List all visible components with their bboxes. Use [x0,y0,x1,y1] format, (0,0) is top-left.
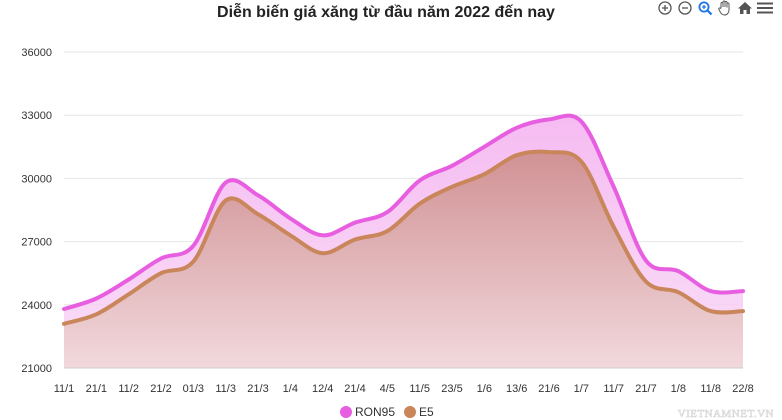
point-e5-11/8[interactable] [709,309,713,313]
point-e5-21/3[interactable] [256,212,260,216]
area-e5 [64,151,743,368]
line-e5 [62,149,745,326]
home-reset-icon[interactable] [736,0,754,16]
point-e5-23/5[interactable] [450,185,454,189]
point-ron95-01/3[interactable] [191,244,195,248]
point-ron95-11/5[interactable] [418,179,422,183]
point-e5-21/6[interactable] [547,150,551,154]
point-e5-21/7[interactable] [644,280,648,284]
x-tick-label: 4/5 [380,383,395,395]
legend-label: RON95 [355,405,395,419]
x-tick-label: 11/7 [603,383,624,395]
point-e5-11/2[interactable] [127,292,131,296]
point-ron95-21/2[interactable] [159,256,163,260]
point-e5-11/7[interactable] [612,225,616,229]
point-ron95-21/3[interactable] [256,193,260,197]
point-ron95-21/6[interactable] [547,117,551,121]
point-ron95-4/5[interactable] [385,210,389,214]
point-e5-1/4[interactable] [288,233,292,237]
y-tick-label: 33000 [21,110,52,122]
point-ron95-11/3[interactable] [224,181,228,185]
point-ron95-1/8[interactable] [676,269,680,273]
chart-toolbar [656,0,774,16]
x-tick-label: 11/5 [409,383,430,395]
watermark: VIETNAMNET.VN [678,408,774,420]
point-ron95-1/4[interactable] [288,216,292,220]
pan-hand-icon[interactable] [716,0,734,16]
point-ron95-1/7[interactable] [579,120,583,124]
x-tick-label: 21/4 [344,383,365,395]
point-e5-13/6[interactable] [515,153,519,157]
y-axis: 21000 24000 27000 30000 33000 36000 [21,47,52,375]
x-tick-label: 13/6 [506,383,527,395]
point-ron95-22/8[interactable] [741,289,745,293]
point-ron95-21/4[interactable] [353,221,357,225]
x-tick-label: 11/3 [215,383,236,395]
legend-label: E5 [419,405,434,419]
x-tick-label: 21/1 [86,383,107,395]
legend-marker [404,406,416,418]
point-ron95-11/7[interactable] [612,185,616,189]
point-e5-21/4[interactable] [353,237,357,241]
y-tick-label: 27000 [21,237,52,249]
x-tick-label: 1/4 [283,383,298,395]
x-tick-label: 1/8 [671,383,686,395]
x-tick-label: 22/8 [732,383,753,395]
point-e5-21/1[interactable] [94,312,98,316]
point-e5-01/3[interactable] [191,260,195,264]
x-tick-label: 01/3 [183,383,204,395]
x-tick-label: 12/4 [312,383,333,395]
x-tick-label: 21/2 [150,383,171,395]
x-tick-label: 11/8 [700,383,721,395]
y-tick-label: 30000 [21,173,52,185]
point-e5-1/8[interactable] [676,290,680,294]
zoom-select-icon[interactable] [696,0,714,16]
y-tick-label: 21000 [21,363,52,375]
point-ron95-23/5[interactable] [450,164,454,168]
point-ron95-11/1[interactable] [62,307,66,311]
x-tick-label: 21/6 [538,383,559,395]
areas [64,115,743,369]
point-e5-21/2[interactable] [159,271,163,275]
x-tick-label: 11/2 [118,383,139,395]
point-e5-22/8[interactable] [741,309,745,313]
point-e5-4/5[interactable] [385,229,389,233]
point-e5-11/1[interactable] [62,322,66,326]
point-ron95-1/6[interactable] [482,145,486,149]
point-e5-1/6[interactable] [482,172,486,176]
legend-marker [340,406,352,418]
point-e5-1/7[interactable] [579,160,583,164]
point-ron95-12/4[interactable] [321,233,325,237]
zoom-out-icon[interactable] [676,0,694,16]
point-ron95-21/1[interactable] [94,296,98,300]
point-ron95-13/6[interactable] [515,126,519,130]
legend-item-ron95[interactable]: RON95 [340,405,395,419]
point-e5-11/5[interactable] [418,202,422,206]
x-tick-label: 11/1 [54,383,75,395]
x-tick-label: 1/6 [477,383,492,395]
x-axis: 11/1 21/1 11/2 21/2 01/3 11/3 21/3 1/4 12/4 21/4 4… [54,367,754,395]
point-ron95-21/7[interactable] [644,259,648,263]
x-tick-label: 21/7 [635,383,656,395]
point-ron95-11/2[interactable] [127,278,131,282]
line-ron95 [62,113,745,311]
zoom-in-icon[interactable] [656,0,674,16]
legend-item-e5[interactable]: E5 [404,405,434,419]
point-e5-11/3[interactable] [224,199,228,203]
legend[interactable]: RON95 E5 [340,405,434,419]
y-tick-label: 36000 [21,47,52,59]
menu-icon[interactable] [756,0,774,16]
chart-title: Diễn biến giá xăng từ đầu năm 2022 đến n… [217,2,555,21]
x-tick-label: 1/7 [574,383,589,395]
point-e5-12/4[interactable] [321,251,325,255]
y-tick-label: 24000 [21,300,52,312]
x-tick-label: 23/5 [441,383,462,395]
lines [62,113,745,326]
point-ron95-11/8[interactable] [709,289,713,293]
x-tick-label: 21/3 [247,383,268,395]
